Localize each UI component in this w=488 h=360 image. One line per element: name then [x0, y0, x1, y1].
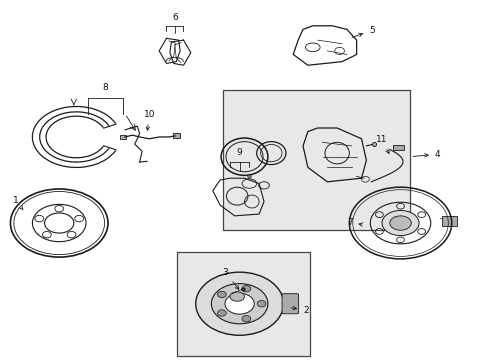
Bar: [172, 134, 179, 138]
Ellipse shape: [217, 310, 226, 316]
Text: 4: 4: [412, 150, 439, 159]
Bar: [441, 216, 456, 226]
Text: 10: 10: [143, 110, 155, 130]
Ellipse shape: [211, 284, 267, 324]
Ellipse shape: [195, 272, 283, 335]
Ellipse shape: [381, 211, 418, 235]
Text: 5: 5: [351, 26, 374, 37]
Text: 9: 9: [236, 148, 242, 157]
Bar: [120, 135, 126, 139]
Text: 1: 1: [13, 196, 23, 210]
Ellipse shape: [217, 291, 226, 298]
Text: 7: 7: [346, 218, 362, 227]
Ellipse shape: [242, 315, 250, 322]
Text: 2: 2: [290, 306, 308, 315]
Text: 11: 11: [375, 135, 388, 153]
FancyBboxPatch shape: [282, 294, 298, 314]
Bar: [392, 145, 403, 149]
Ellipse shape: [242, 285, 250, 292]
Ellipse shape: [389, 216, 410, 230]
Text: 8: 8: [102, 83, 108, 92]
Text: 3: 3: [222, 268, 238, 289]
Ellipse shape: [224, 293, 254, 314]
Ellipse shape: [257, 301, 265, 307]
FancyBboxPatch shape: [177, 252, 309, 356]
Ellipse shape: [229, 292, 244, 301]
Text: 6: 6: [172, 13, 177, 22]
FancyBboxPatch shape: [222, 90, 409, 230]
